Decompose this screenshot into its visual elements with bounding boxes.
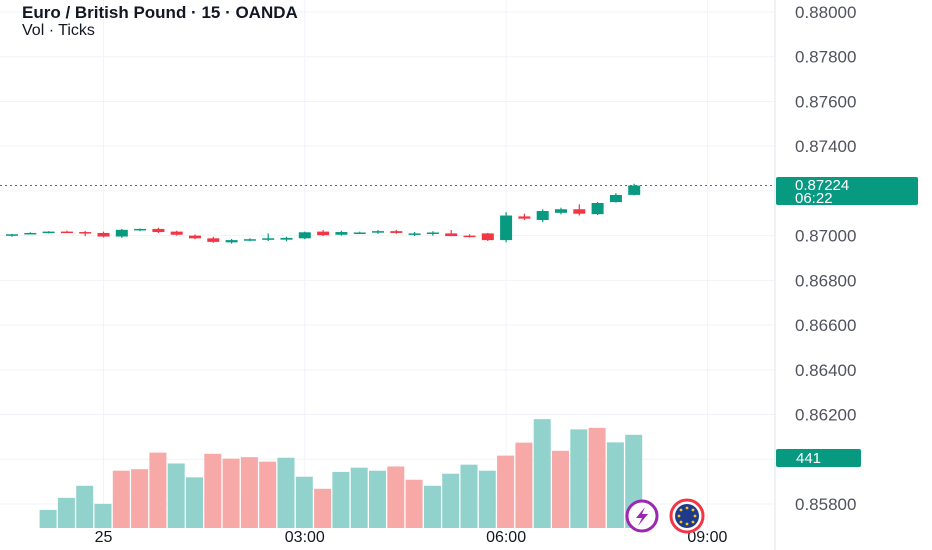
chart-legend: Euro / British Pound · 15 · OANDA Vol · …	[22, 4, 298, 40]
candle	[500, 212, 513, 243]
price-candles	[6, 183, 641, 244]
candle	[60, 230, 73, 234]
volume-bar	[76, 485, 94, 528]
volume-bar	[369, 470, 386, 528]
candle	[518, 213, 531, 220]
candle	[426, 231, 439, 236]
volume-bar	[57, 497, 75, 528]
volume-bar	[94, 503, 112, 528]
price-tick-label: 0.87800	[795, 48, 856, 67]
volume-bar	[222, 458, 240, 528]
price-tick-label: 0.86400	[795, 361, 856, 380]
volume-indicator-label[interactable]: Vol · Ticks	[22, 22, 95, 39]
candle	[481, 232, 494, 242]
price-tick-label: 0.88000	[795, 3, 856, 22]
volume-bar	[314, 488, 332, 528]
volume-bar	[552, 450, 569, 528]
volume-bar	[497, 455, 515, 528]
candle	[463, 234, 476, 238]
volume-bar	[131, 469, 149, 528]
volume-bar	[405, 479, 423, 528]
candle	[408, 232, 421, 237]
candle	[170, 230, 183, 236]
volume-tag: 441	[776, 449, 861, 467]
candle	[225, 238, 238, 244]
candle	[189, 234, 201, 240]
volume-bar	[478, 470, 496, 528]
price-tick-label: 0.87600	[795, 92, 856, 111]
volume-bar	[240, 457, 258, 528]
time-tick-label: 03:00	[285, 529, 325, 546]
volume-bar	[570, 429, 588, 528]
candle	[152, 227, 165, 233]
volume-bar	[515, 442, 533, 528]
volume-bar	[39, 509, 57, 528]
price-tick-label: 0.87400	[795, 137, 856, 156]
candle	[79, 230, 92, 237]
candle	[536, 209, 549, 223]
volume-bar	[332, 471, 350, 528]
volume-bars	[39, 419, 643, 528]
volume-bar	[387, 466, 405, 528]
eu-flag-icon[interactable]	[669, 498, 705, 534]
candle	[134, 228, 147, 232]
volume-bar	[460, 464, 478, 528]
candle	[317, 230, 330, 237]
candle	[243, 238, 256, 242]
symbol-title[interactable]: Euro / British Pound · 15 · OANDA	[22, 3, 298, 22]
candle	[591, 202, 604, 216]
candle	[335, 230, 348, 236]
candle	[372, 230, 384, 234]
price-tag-countdown: 06:22	[795, 190, 833, 207]
time-tick-label: 06:00	[486, 529, 526, 546]
candle	[609, 193, 622, 203]
time-tick-label: 25	[95, 529, 113, 546]
candle	[42, 231, 55, 234]
volume-bar	[588, 427, 606, 528]
price-tick-label: 0.86600	[795, 316, 856, 335]
candle	[262, 233, 275, 242]
price-tick-label: 0.85800	[795, 495, 856, 514]
volume-bar	[295, 476, 313, 528]
candle	[6, 233, 18, 237]
candle	[97, 231, 110, 238]
candle	[555, 207, 567, 215]
lightning-icon[interactable]	[625, 499, 659, 533]
volume-bar	[442, 473, 460, 528]
volume-bar	[533, 419, 551, 528]
volume-bar	[606, 442, 624, 528]
candle	[298, 231, 311, 239]
volume-bar	[186, 477, 203, 528]
volume-bar	[259, 461, 277, 528]
volume-tag-value: 441	[796, 450, 821, 467]
candle	[628, 183, 641, 196]
time-tick-label: 09:00	[687, 529, 727, 546]
price-tick-label: 0.86200	[795, 406, 856, 425]
price-tick-label: 0.87000	[795, 227, 856, 246]
candle	[207, 236, 220, 243]
volume-bar	[350, 467, 368, 528]
price-tag-value: 0.87224	[795, 177, 849, 194]
candle	[353, 231, 366, 235]
price-axis[interactable]: 0.880000.878000.876000.874000.872000.870…	[795, 3, 856, 514]
candle	[115, 228, 128, 238]
candle	[445, 230, 458, 237]
volume-bar	[112, 470, 130, 528]
volume-bar	[167, 463, 185, 528]
time-axis[interactable]: 25 03:00 06:00 09:00	[95, 529, 728, 546]
candle	[24, 232, 37, 235]
volume-bar	[204, 453, 222, 528]
candle	[573, 204, 586, 216]
volume-bar	[277, 457, 295, 528]
volume-bar	[423, 485, 441, 528]
candle	[280, 236, 293, 242]
price-tag: 0.87224 06:22	[776, 177, 918, 207]
price-tick-label: 0.86800	[795, 271, 856, 290]
volume-bar	[149, 452, 167, 528]
candle	[390, 229, 403, 234]
